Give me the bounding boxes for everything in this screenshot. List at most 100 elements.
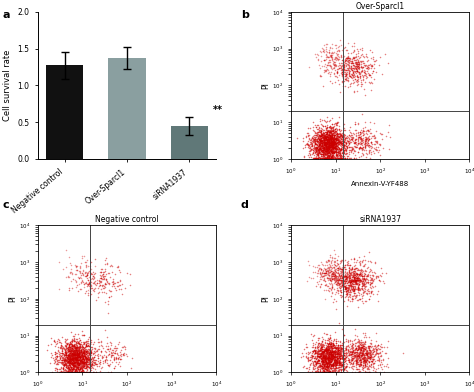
Point xyxy=(334,138,342,145)
Point xyxy=(328,354,336,360)
Point xyxy=(118,281,126,287)
Point xyxy=(64,354,72,361)
Point xyxy=(69,356,77,362)
Point xyxy=(74,359,82,365)
Point xyxy=(337,65,345,71)
Point xyxy=(113,287,120,293)
Point xyxy=(314,138,322,144)
Point xyxy=(351,347,358,353)
Point xyxy=(370,356,377,362)
Point xyxy=(338,57,346,63)
Point xyxy=(322,368,330,375)
Point xyxy=(332,137,340,143)
Point xyxy=(309,349,317,356)
Point xyxy=(335,348,342,354)
Point xyxy=(313,136,321,142)
Point xyxy=(319,145,327,151)
Point xyxy=(325,348,332,355)
Point xyxy=(74,368,82,375)
Point xyxy=(352,76,359,82)
Point xyxy=(69,356,76,363)
Point xyxy=(357,152,365,159)
Point xyxy=(332,365,340,371)
Point xyxy=(339,347,347,353)
Point xyxy=(332,150,339,156)
Point xyxy=(329,139,337,145)
Point xyxy=(324,354,332,360)
Point xyxy=(81,350,88,356)
Point xyxy=(353,275,360,281)
Point xyxy=(362,355,369,361)
Point xyxy=(78,352,86,358)
Point xyxy=(87,270,95,276)
Point xyxy=(346,139,354,145)
Point xyxy=(311,363,319,369)
Point xyxy=(339,361,347,367)
Point xyxy=(357,360,365,367)
Point xyxy=(66,348,73,354)
Point xyxy=(71,357,79,363)
Point xyxy=(74,339,82,346)
Point xyxy=(70,363,78,369)
Point xyxy=(92,281,100,288)
Point xyxy=(89,368,97,375)
Point xyxy=(57,359,65,365)
Point xyxy=(352,65,360,71)
Point xyxy=(365,353,373,359)
Point xyxy=(324,150,332,156)
Point xyxy=(350,274,358,280)
Point xyxy=(323,356,330,362)
Point xyxy=(73,345,81,352)
Point xyxy=(331,276,338,283)
Point xyxy=(325,358,333,365)
Point xyxy=(356,368,363,374)
Point xyxy=(322,155,329,162)
Point xyxy=(343,269,351,276)
Point xyxy=(88,343,95,350)
Point xyxy=(337,356,344,362)
Point xyxy=(75,354,82,360)
Point xyxy=(319,344,326,350)
Point xyxy=(354,74,362,80)
Point xyxy=(339,142,346,148)
Point xyxy=(305,274,312,280)
Point xyxy=(333,153,341,160)
Point xyxy=(359,278,366,284)
Point xyxy=(339,155,346,162)
Point xyxy=(369,277,377,283)
Point xyxy=(322,347,329,353)
Point xyxy=(75,343,83,350)
Point xyxy=(128,355,136,361)
Point xyxy=(311,350,319,356)
Point xyxy=(326,145,333,152)
Point xyxy=(320,366,328,372)
Point xyxy=(337,266,345,272)
Point xyxy=(82,368,89,375)
Point xyxy=(345,70,352,76)
Point xyxy=(322,155,329,162)
Point xyxy=(331,368,338,375)
Point xyxy=(71,352,79,358)
Point xyxy=(320,362,328,368)
Point xyxy=(333,257,340,263)
Point xyxy=(76,344,84,350)
Point xyxy=(315,125,322,131)
Point xyxy=(325,141,332,147)
Point xyxy=(351,276,358,283)
Point xyxy=(114,356,121,362)
Point xyxy=(310,155,317,162)
Point xyxy=(310,149,317,155)
Point xyxy=(317,131,325,137)
Point xyxy=(333,368,341,375)
Point xyxy=(73,358,81,365)
Point xyxy=(348,286,356,292)
Point xyxy=(364,350,372,356)
Point xyxy=(335,281,342,288)
Point xyxy=(331,154,339,160)
Point xyxy=(348,338,356,345)
Point xyxy=(327,358,335,365)
Point xyxy=(352,345,360,351)
Point xyxy=(328,155,336,162)
Point xyxy=(342,276,349,282)
Point xyxy=(329,363,337,369)
